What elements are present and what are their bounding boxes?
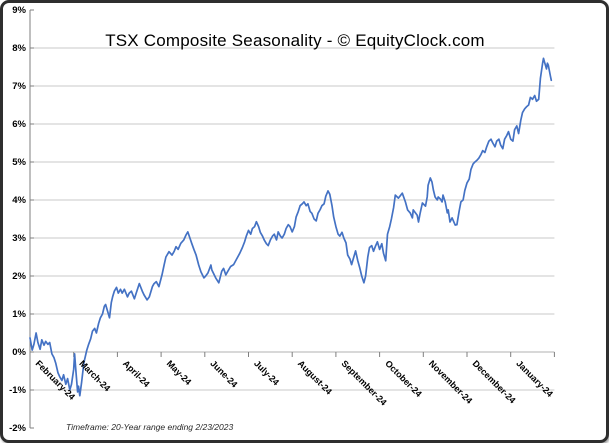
x-axis-label: September-24 <box>339 358 388 407</box>
x-axis-label: April-24 <box>121 358 152 389</box>
y-axis-label: 6% <box>12 119 26 130</box>
x-axis-label: May-24 <box>165 358 194 387</box>
x-axis-label: August-24 <box>296 358 334 396</box>
y-axis-label: 8% <box>12 43 26 54</box>
y-axis-label: 2% <box>12 271 26 282</box>
chart-title: TSX Composite Seasonality - © EquityCloc… <box>105 31 485 50</box>
y-axis-label: 7% <box>12 81 26 92</box>
y-axis-label: 0% <box>12 347 26 358</box>
y-axis-label: 9% <box>12 5 26 16</box>
x-axis-label: January-24 <box>514 358 555 399</box>
y-axis-label: 4% <box>12 195 26 206</box>
x-axis-label: June-24 <box>208 358 239 389</box>
y-axis-label: 5% <box>12 157 26 168</box>
y-axis-label: -1% <box>9 385 26 396</box>
x-axis-label: October-24 <box>383 358 424 399</box>
timeframe-note: Timeframe: 20-Year range ending 2/23/202… <box>66 422 234 432</box>
y-axis-label: -2% <box>9 423 26 434</box>
x-axis-label: December-24 <box>471 358 518 405</box>
y-axis-label: 3% <box>12 233 26 244</box>
x-axis-label: July-24 <box>252 358 281 387</box>
x-axis-label: November-24 <box>427 358 474 405</box>
y-axis-label: 1% <box>12 309 26 320</box>
seasonality-line <box>29 57 553 397</box>
seasonality-chart-canvas: 9%8%7%6%5%4%3%2%1%0%-1%-2%February-24 Mar… <box>9 5 555 434</box>
